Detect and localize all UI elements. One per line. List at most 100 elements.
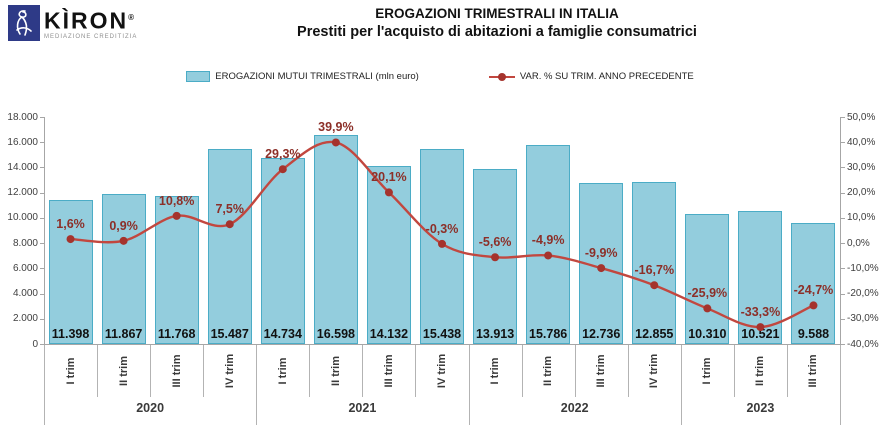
bar — [101, 194, 146, 344]
line-value-label: 20,1% — [371, 170, 407, 185]
y-axis-right-tick — [841, 217, 845, 219]
y-axis-right-tick — [841, 268, 845, 270]
y-axis-right-tick — [841, 293, 845, 295]
bar — [738, 211, 783, 344]
y-axis-left-tick — [40, 192, 44, 194]
line-value-label: -25,9% — [687, 286, 728, 301]
year-separator — [680, 345, 682, 425]
quarter-separator — [97, 345, 99, 397]
line-value-label: -24,7% — [793, 283, 834, 298]
bar — [154, 195, 199, 344]
y-axis-right-label: 30,0% — [847, 161, 876, 173]
line-value-label: -4,9% — [531, 233, 565, 248]
bar-value-label: 12.736 — [582, 327, 621, 341]
logo-tagline: MEDIAZIONE CREDITIZIA — [44, 33, 138, 40]
line-value-label: 29,3% — [265, 147, 301, 162]
bar-value-label: 15.786 — [529, 327, 568, 341]
y-axis-right-tick — [841, 117, 845, 118]
year-separator — [44, 345, 45, 425]
x-axis-quarter-label: III trim — [382, 354, 395, 388]
chart-subtitle: Prestiti per l'acquisto di abitazioni a … — [297, 24, 697, 40]
x-axis-quarter-label: III trim — [595, 354, 608, 388]
bar-value-label: 9.588 — [797, 327, 830, 341]
line-value-label: -33,3% — [740, 305, 781, 320]
y-axis-left-label: 12.000 — [7, 187, 38, 199]
y-axis-left-tick — [40, 167, 44, 169]
x-axis-year-label: 2020 — [136, 401, 165, 415]
bar — [685, 213, 730, 344]
bar-value-label: 11.867 — [104, 327, 143, 341]
bar — [366, 165, 411, 344]
quarter-separator — [203, 345, 205, 397]
bar-value-label: 10.521 — [741, 327, 780, 341]
y-axis-left-tick — [40, 268, 44, 270]
title-block: EROGAZIONI TRIMESTRALI IN ITALIA Prestit… — [114, 6, 880, 40]
x-axis-quarter-label: IV trim — [436, 353, 448, 389]
line-value-label: -5,6% — [478, 235, 512, 250]
x-axis-quarter-label: II trim — [329, 356, 342, 386]
y-axis-right-label: -30,0% — [847, 313, 879, 325]
y-axis-left-label: 8.000 — [12, 237, 38, 249]
logo-text: KÌRON® MEDIAZIONE CREDITIZIA — [44, 5, 145, 40]
quarter-separator — [309, 345, 311, 397]
legend: EROGAZIONI MUTUI TRIMESTRALI (mln euro) … — [0, 71, 880, 82]
registered-mark: ® — [128, 13, 135, 22]
x-axis-quarter-label: IV trim — [223, 353, 236, 389]
y-axis-left-tick — [40, 318, 44, 320]
bar-value-label: 12.855 — [635, 327, 674, 341]
y-axis-right-label: 20,0% — [847, 187, 876, 199]
year-separator — [840, 345, 841, 425]
line-series-swatch-icon — [488, 72, 515, 81]
y-axis-left-tick — [40, 142, 44, 144]
line-value-label: 1,6% — [56, 217, 85, 232]
x-axis-quarter-label: I trim — [276, 357, 289, 385]
y-axis-right-label: 10,0% — [847, 212, 876, 224]
x-axis-quarter-label: III trim — [170, 354, 183, 388]
quarter-separator — [733, 345, 735, 397]
line-value-label: -16,7% — [634, 263, 675, 278]
y-axis-left-line — [44, 117, 45, 344]
y-axis-left-tick — [40, 344, 44, 345]
kiron-logo-mark-icon — [8, 5, 40, 41]
year-separator — [256, 345, 258, 425]
y-axis-left-label: 16.000 — [7, 136, 38, 148]
y-axis-left-label: 4.000 — [12, 288, 38, 300]
x-axis-quarter-label: I trim — [489, 357, 502, 385]
x-axis-quarter-label: II trim — [117, 356, 130, 386]
y-axis-right-label: -10,0% — [847, 262, 879, 274]
x-axis-year-label: 2023 — [746, 401, 775, 415]
y-axis-right-label: 0,0% — [847, 237, 870, 249]
y-axis-right-tick — [841, 142, 845, 144]
line-value-label: -0,3% — [425, 221, 459, 236]
quarter-separator — [415, 345, 417, 397]
y-axis-right-tick — [841, 344, 845, 345]
line-value-label: 0,9% — [109, 218, 138, 233]
bar — [207, 148, 252, 344]
y-axis-left-tick — [40, 217, 44, 219]
bar-value-label: 11.398 — [51, 327, 90, 341]
legend-label-line: VAR. % SU TRIM. ANNO PRECEDENTE — [519, 71, 694, 82]
line-value-label: 39,9% — [318, 120, 354, 135]
logo-brand: KÌRON — [44, 7, 129, 34]
bar — [260, 158, 305, 344]
quarter-separator — [521, 345, 523, 397]
quarter-separator — [150, 345, 152, 397]
y-axis-left-label: 18.000 — [7, 111, 38, 123]
bar-series-swatch-icon — [186, 71, 211, 82]
quarter-separator — [627, 345, 629, 397]
bar-value-label: 16.598 — [316, 327, 355, 341]
logo-brand-text: KÌRON® — [44, 5, 145, 34]
year-separator — [468, 345, 470, 425]
y-axis-left-label: 2.000 — [12, 313, 38, 325]
y-axis-right-label: 40,0% — [847, 136, 876, 148]
line-value-label: 7,5% — [215, 202, 244, 217]
y-axis-right-tick — [841, 318, 845, 320]
x-axis-quarter-label: I trim — [701, 357, 714, 385]
bar — [579, 183, 624, 344]
y-axis-right-tick — [841, 167, 845, 169]
x-axis-baseline — [44, 344, 841, 345]
quarter-separator — [786, 345, 788, 397]
y-axis-left-label: 6.000 — [12, 262, 38, 274]
